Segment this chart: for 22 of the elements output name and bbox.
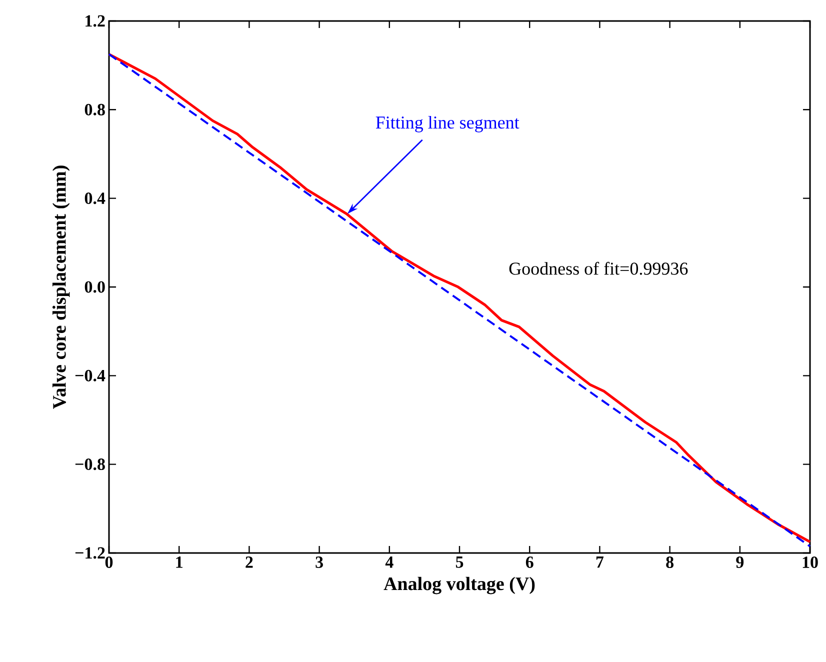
x-tick-label: 9	[736, 556, 744, 568]
y-tick-label: −0.8	[75, 458, 105, 470]
y-tick-label: −1.2	[75, 547, 105, 559]
x-tick-label: 6	[526, 556, 534, 568]
x-tick-label: 7	[596, 556, 604, 568]
y-tick-label: 0.4	[84, 192, 106, 204]
y-tick-label: −0.4	[75, 370, 106, 382]
x-tick-label: 2	[246, 556, 253, 568]
y-tick-label: 0.8	[84, 104, 105, 116]
annotation: Fitting line segment	[376, 116, 520, 132]
x-tick-label: 5	[456, 556, 464, 568]
y-axis-title: Valve core displacement (mm)	[52, 166, 70, 409]
x-tick-label: 0	[105, 556, 113, 568]
y-tick-label: 0.0	[84, 281, 105, 293]
x-tick-label: 3	[316, 556, 323, 568]
x-axis-title: Analog voltage (V)	[384, 576, 535, 594]
annotation: Goodness of fit=0.99936	[509, 262, 688, 275]
x-tick-label: 4	[385, 556, 394, 568]
x-tick-label: 1	[176, 556, 182, 568]
x-tick-label: 8	[666, 556, 674, 568]
x-tick-label: 10	[802, 556, 818, 568]
y-tick-label: 1.2	[86, 15, 105, 27]
